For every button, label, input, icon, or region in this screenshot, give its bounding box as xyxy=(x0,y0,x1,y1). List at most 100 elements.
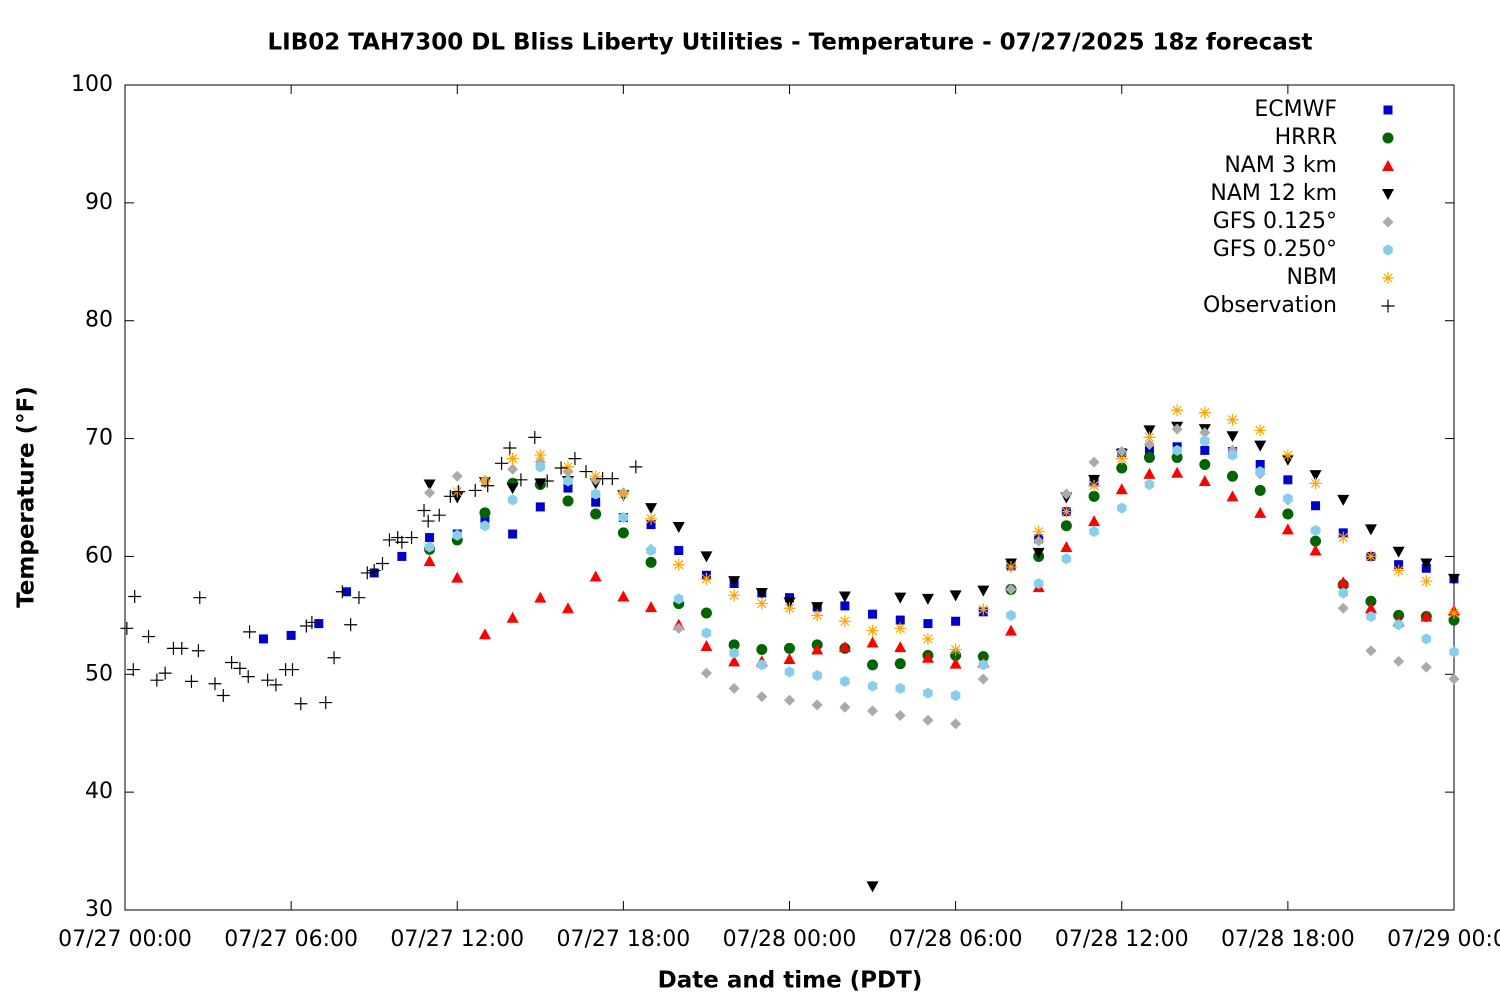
data-point xyxy=(225,656,239,669)
data-point xyxy=(811,643,824,655)
data-point xyxy=(1309,470,1322,482)
data-point xyxy=(840,601,850,611)
legend-marker xyxy=(1382,216,1394,228)
data-point xyxy=(755,587,768,599)
data-point xyxy=(367,564,381,578)
data-point xyxy=(1392,546,1405,558)
data-point xyxy=(1032,547,1045,559)
data-point xyxy=(1393,619,1404,631)
x-tick-label: 07/27 06:00 xyxy=(224,927,358,952)
legend-label: NBM xyxy=(1286,265,1337,290)
data-point xyxy=(729,647,739,659)
data-point xyxy=(423,479,436,491)
data-point xyxy=(1226,490,1239,502)
data-point xyxy=(424,487,436,499)
data-point xyxy=(1033,535,1045,547)
data-point xyxy=(421,514,435,528)
data-point xyxy=(589,470,602,483)
data-point xyxy=(838,615,851,628)
legend-marker xyxy=(1382,189,1394,200)
data-point xyxy=(1282,508,1294,520)
data-point xyxy=(672,558,685,571)
data-point xyxy=(535,502,545,512)
data-point xyxy=(480,514,490,524)
data-point xyxy=(1088,479,1101,492)
y-tick-label: 90 xyxy=(85,190,113,215)
legend-marker xyxy=(1382,160,1394,171)
data-point xyxy=(784,666,795,678)
data-point xyxy=(605,472,619,486)
data-point xyxy=(478,628,491,640)
legend-marker xyxy=(1383,244,1393,256)
data-point xyxy=(977,603,990,616)
data-point xyxy=(126,663,140,677)
data-point xyxy=(645,503,658,515)
data-point xyxy=(590,488,601,500)
data-point xyxy=(528,430,542,444)
data-point xyxy=(811,609,824,622)
data-point xyxy=(452,485,466,499)
data-point xyxy=(1226,431,1239,443)
data-point xyxy=(894,592,907,604)
data-point xyxy=(1283,493,1293,505)
data-point xyxy=(812,669,822,681)
data-point xyxy=(1420,661,1432,673)
data-point xyxy=(1393,655,1405,667)
data-point xyxy=(568,452,582,466)
data-point xyxy=(1254,440,1267,452)
data-point xyxy=(1143,431,1156,444)
data-point xyxy=(923,687,933,699)
data-point xyxy=(867,659,879,671)
data-point xyxy=(1337,494,1350,506)
data-point xyxy=(562,602,574,614)
data-point xyxy=(1254,506,1267,518)
data-point xyxy=(673,593,684,605)
data-point xyxy=(866,624,879,637)
data-point xyxy=(645,601,658,613)
data-point xyxy=(950,690,961,701)
data-point xyxy=(839,701,851,713)
data-point xyxy=(700,551,713,563)
x-tick-label: 07/28 12:00 xyxy=(1055,927,1189,952)
data-point xyxy=(150,673,164,687)
data-point xyxy=(468,483,482,497)
data-point xyxy=(700,607,712,619)
data-point xyxy=(700,667,712,679)
data-point xyxy=(590,508,602,520)
data-point xyxy=(757,659,767,671)
data-point xyxy=(506,483,519,495)
data-point xyxy=(432,508,446,522)
data-point xyxy=(1199,459,1211,470)
data-point xyxy=(397,551,407,561)
data-point xyxy=(755,597,768,610)
data-point xyxy=(645,556,657,568)
data-point xyxy=(1310,525,1321,536)
data-point xyxy=(508,529,518,539)
data-point xyxy=(1144,479,1155,491)
data-point xyxy=(1365,595,1377,607)
y-tick-label: 70 xyxy=(85,426,113,451)
y-tick-label: 100 xyxy=(71,72,113,97)
data-point xyxy=(1172,444,1182,456)
data-point xyxy=(452,529,463,541)
data-point xyxy=(629,460,643,474)
data-point xyxy=(728,589,741,602)
data-point xyxy=(840,675,850,687)
data-point xyxy=(1227,449,1238,461)
data-point xyxy=(184,674,198,688)
data-point xyxy=(479,507,491,519)
data-point xyxy=(728,682,740,694)
data-point xyxy=(1088,490,1100,502)
x-axis-label: Date and time (PDT) xyxy=(658,968,923,994)
data-point xyxy=(319,696,333,710)
data-point xyxy=(921,593,934,605)
data-point xyxy=(534,591,547,603)
data-point xyxy=(216,689,230,702)
data-point xyxy=(949,590,962,602)
data-point xyxy=(294,697,308,711)
legend-label: NAM 3 km xyxy=(1224,153,1337,178)
data-point xyxy=(1255,460,1265,469)
data-point xyxy=(1115,452,1128,465)
data-point xyxy=(286,630,296,640)
data-point xyxy=(417,503,431,517)
